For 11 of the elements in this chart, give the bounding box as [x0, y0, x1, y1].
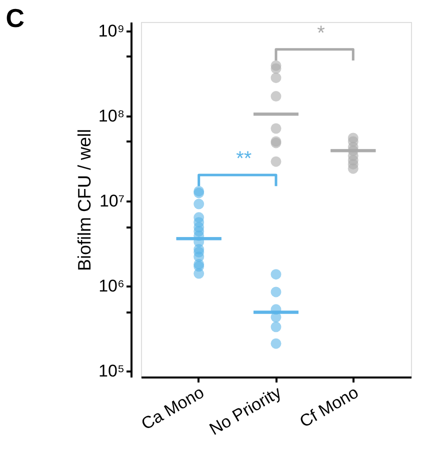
- y-axis-title: Biofilm CFU / well: [74, 128, 94, 272]
- chart-title: C: [6, 2, 25, 33]
- y-tick-label: 10⁹: [98, 21, 124, 40]
- annotation: **: [236, 148, 252, 170]
- x-tick-label: Cf Mono: [296, 382, 362, 432]
- x-tick-label: Ca Mono: [138, 382, 208, 434]
- y-tick-label: 10⁵: [98, 362, 124, 380]
- y-tick-label: 10⁸: [98, 106, 124, 126]
- y-tick-label: 10⁶: [98, 276, 124, 296]
- y-tick-label: 10⁷: [99, 191, 124, 210]
- annotation: *: [317, 22, 326, 44]
